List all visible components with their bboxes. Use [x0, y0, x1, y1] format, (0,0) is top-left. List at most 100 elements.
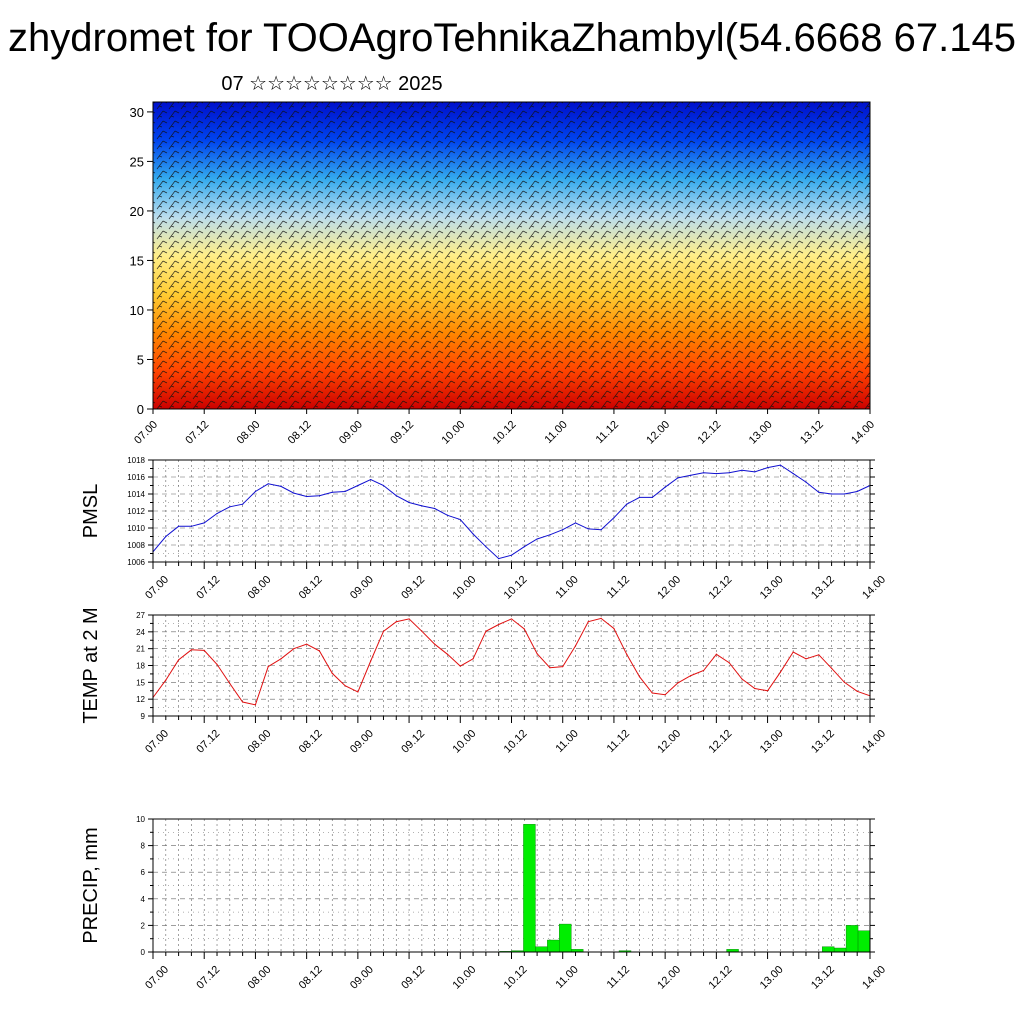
precip-bar	[822, 946, 835, 953]
y-tick-label: 24	[136, 628, 145, 637]
data-point	[600, 617, 602, 619]
y-tick-label: 25	[130, 154, 144, 169]
chart-subtitle: 07 ☆☆☆☆☆☆☆☆ 2025	[221, 73, 443, 95]
data-point	[574, 522, 577, 524]
data-point	[613, 627, 615, 630]
x-tick-label: 11.00	[553, 728, 580, 755]
data-point	[626, 653, 628, 655]
data-point	[216, 512, 218, 515]
data-point	[523, 628, 525, 630]
x-tick-label: 12.12	[696, 419, 724, 447]
data-point	[280, 658, 282, 660]
data-point	[318, 495, 321, 497]
x-tick-label: 12.00	[644, 419, 672, 447]
data-point	[216, 663, 218, 665]
data-point	[293, 492, 295, 494]
y-tick-label: 1008	[127, 541, 145, 550]
x-tick-label: 12.00	[655, 728, 683, 756]
data-point	[715, 653, 717, 655]
y-tick-label: 1018	[127, 456, 145, 465]
data-point	[587, 621, 589, 623]
data-point	[306, 495, 308, 498]
x-tick-label: 13.00	[747, 419, 775, 447]
data-point	[536, 653, 538, 655]
data-point	[638, 676, 641, 678]
y-tick-label: 12	[136, 695, 145, 704]
x-tick-label: 13.00	[758, 964, 786, 992]
data-point	[446, 653, 449, 655]
data-point	[728, 662, 730, 664]
chart-title: zhydromet for TOOAgroTehnikaZhambyl(54.6…	[8, 16, 1016, 60]
x-tick-label: 07.00	[143, 964, 171, 992]
x-tick-label: 10.12	[502, 964, 530, 992]
data-point	[523, 546, 525, 548]
cross-section-panel: 0 5 10 15 20 25 30 07.00 07.12 08.00 08.12 09.00 09.…	[130, 101, 877, 447]
x-tick-label: 07.00	[143, 728, 171, 756]
x-tick-label: 08.12	[297, 964, 325, 992]
y-tick-label: 0	[141, 948, 146, 957]
data-point	[190, 525, 193, 527]
data-point	[664, 486, 666, 488]
data-point	[741, 469, 743, 471]
y-tick-label: 1012	[127, 507, 145, 516]
data-point	[574, 645, 577, 647]
x-tick-label: 14.00	[860, 728, 888, 756]
data-point	[549, 534, 551, 536]
x-tick-label: 14.00	[860, 964, 888, 992]
y-tick-label: 10	[136, 815, 145, 824]
data-point	[190, 649, 193, 651]
data-point	[549, 667, 551, 669]
data-point	[677, 682, 679, 684]
data-point	[318, 650, 321, 652]
data-point	[408, 501, 410, 504]
x-tick-label: 07.12	[194, 728, 222, 756]
x-tick-label: 11.12	[605, 574, 632, 601]
y-tick-label: 21	[136, 645, 145, 654]
data-point	[651, 496, 653, 498]
x-tick-label: 10.12	[502, 574, 530, 602]
data-point	[293, 648, 295, 650]
data-point	[536, 538, 538, 540]
data-point	[856, 490, 858, 493]
data-point	[754, 687, 756, 690]
x-tick-label: 13.12	[798, 419, 826, 447]
data-point	[421, 630, 423, 632]
y-tick-label: 9	[141, 712, 146, 721]
x-tick-label: 13.12	[809, 574, 837, 602]
y-axis-label: PRECIP, mm	[80, 827, 102, 943]
y-tick-label: 1014	[127, 490, 145, 499]
data-point	[613, 517, 615, 519]
data-point	[805, 658, 807, 660]
data-point	[203, 649, 205, 651]
y-tick-label: 27	[136, 611, 145, 620]
x-tick-label: 11.00	[553, 964, 580, 991]
data-point	[306, 643, 308, 645]
y-tick-label: 15	[130, 253, 144, 268]
data-point	[498, 623, 500, 626]
data-point	[459, 518, 461, 521]
x-tick-label: 12.12	[707, 964, 735, 992]
data-point	[562, 529, 564, 531]
x-tick-label: 12.12	[707, 728, 735, 756]
y-tick-label: 4	[141, 895, 146, 904]
x-tick-label: 08.12	[297, 728, 325, 756]
data-point	[421, 505, 423, 507]
data-point	[856, 690, 858, 692]
data-point	[434, 507, 436, 510]
data-point	[485, 546, 487, 548]
y-tick-label: 15	[136, 678, 145, 687]
data-point	[331, 491, 333, 493]
x-tick-label: 09.12	[399, 574, 427, 602]
x-tick-label: 09.00	[348, 574, 376, 602]
x-tick-label: 07.12	[194, 964, 222, 992]
data-point	[395, 621, 397, 623]
data-point	[600, 529, 602, 531]
data-point	[485, 630, 487, 632]
data-point	[766, 690, 769, 692]
data-point	[357, 484, 359, 487]
x-tick-label: 10.00	[450, 728, 478, 756]
precipitation-panel: 0 2 4 6 8 10 07.00 07.12 08.00 08.12 09.00 09.12 10.…	[80, 815, 888, 992]
data-point	[779, 464, 781, 466]
